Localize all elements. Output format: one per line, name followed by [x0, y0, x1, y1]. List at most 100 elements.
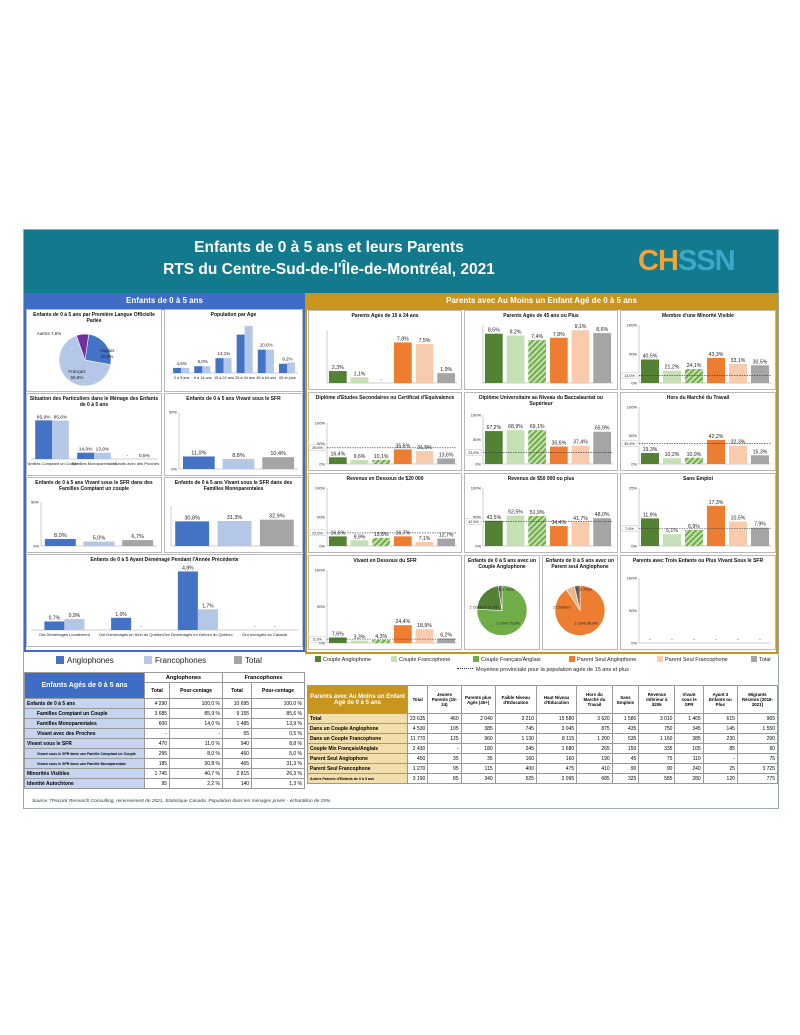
table-cell: Parent Seul Francophone: [307, 763, 408, 774]
y-tick-label: 100%: [315, 486, 326, 491]
data-label: 30,5%: [753, 359, 768, 365]
data-label: 0,9%: [69, 613, 81, 619]
table-cell: -: [143, 728, 171, 739]
chart-title: Enfants de 0 à 5 Ayant Déménagé Pendant …: [90, 557, 239, 563]
pie-value-francais: 66,8%: [71, 375, 84, 380]
table-cell: Vivant sous le SFR dans une Famille Mono…: [24, 758, 145, 769]
bar: [728, 521, 748, 546]
data-label: -: [140, 624, 142, 630]
column-header: Haut Niveau d'Education: [535, 685, 578, 714]
table-cell: 3 210: [494, 713, 537, 724]
avg-label: 23,5%: [468, 451, 479, 455]
bar: [706, 439, 726, 464]
table-cell: 31,3 %: [251, 758, 305, 769]
bar: [571, 445, 590, 464]
table-row: Familles Monoparentales 600 14,0 % 1 485 13,…: [24, 718, 305, 729]
bar: [437, 458, 456, 464]
bar: [194, 366, 203, 373]
table-cell: 470: [143, 738, 171, 749]
logo-ssn: SSN: [677, 245, 736, 277]
table-cell: 1 270: [406, 763, 429, 774]
table-cell: Dans un Couple Anglophone: [307, 723, 408, 734]
table-cell: 110: [674, 753, 704, 764]
left-band: Enfants de 0 à 5 ans: [24, 293, 305, 308]
right-band: Parents avec Au Moins un Enfant Agé de 0…: [305, 293, 778, 308]
y-tick-label: 25%: [629, 486, 637, 491]
table-cell: Familles Comptant un Couple: [24, 708, 145, 719]
chart-title: Parents Agés de 45 ans ou Plus: [503, 313, 579, 319]
y-tick-label: 0%: [475, 462, 481, 467]
table-cell: 75: [638, 753, 676, 764]
table-cell: 230: [702, 733, 738, 744]
legend-swatch: [391, 656, 397, 662]
bar: [286, 362, 296, 373]
table-cell: 180: [460, 743, 496, 754]
column-header: Ayant 3 Enfants ou Plus: [702, 685, 738, 714]
avg-label: 39,6%: [312, 446, 323, 450]
data-label: 1,9%: [440, 367, 452, 373]
bar: [182, 456, 215, 469]
column-header: Pour-centage: [169, 682, 223, 699]
table-cell: 125: [427, 733, 462, 744]
bar: [506, 430, 525, 464]
data-label: 9,1%: [575, 324, 587, 330]
table-cell: 85,6 %: [251, 708, 305, 719]
data-label: 7,5%: [419, 338, 431, 344]
avg-box: [621, 525, 638, 532]
table-cell: 745: [494, 723, 537, 734]
table-cell: 9 155: [221, 708, 253, 719]
table-cell: 150: [611, 743, 640, 754]
bar: [122, 540, 154, 546]
bar: [173, 367, 182, 373]
y-tick-label: 100%: [471, 486, 482, 491]
bar: [35, 420, 52, 459]
bar: [506, 515, 525, 546]
table-cell: Couple Mix Français/Anglais: [307, 743, 408, 754]
data-label: 19,3%: [643, 447, 658, 453]
y-tick-label: 0%: [631, 544, 637, 549]
bar: [111, 617, 132, 630]
table-cell: 475: [535, 763, 578, 774]
data-label: -: [693, 637, 695, 643]
data-label: -: [380, 377, 382, 383]
table-cell: -: [702, 753, 738, 764]
bar: [328, 637, 347, 643]
pie-label: 2 Children: [553, 606, 570, 610]
bar: [571, 521, 590, 546]
legend-swatch: [144, 656, 152, 664]
legend-label: Couple Francophone: [399, 657, 451, 663]
avg-note-text: Moyenne provinciale pour la population a…: [476, 667, 629, 673]
data-label: 13,6%: [439, 452, 454, 458]
data-label: 1,7%: [202, 603, 214, 609]
table-row: Autres Parents d'Enfants de 0 à 5 ans 3 1…: [307, 773, 779, 784]
legend-label: Total: [759, 657, 771, 663]
avg-label: 35,9%: [624, 442, 635, 446]
panel-p45: Parents Agés de 45 ans ou Plus 8,5% 8,2% 7,…: [464, 310, 618, 390]
table-cell: 115: [460, 763, 496, 774]
table-cell: 8,8 %: [251, 738, 305, 749]
bar: [64, 619, 85, 630]
group-header: Francophones: [222, 672, 305, 683]
data-label: 8,6%: [596, 327, 608, 333]
table-cell: 4 290: [143, 698, 171, 709]
avg-label: 5,3%: [313, 638, 322, 642]
table-cell: 100,0 %: [169, 698, 223, 709]
table-row: Vivant avec des Proches - -55 0,5 %: [24, 728, 305, 739]
bar: [437, 373, 456, 383]
bar: [94, 452, 111, 459]
y-tick-label: 100%: [627, 323, 638, 328]
bar: [593, 333, 612, 383]
avg-label: 13,0%: [624, 374, 635, 378]
x-tick-label: 6 à 14 ans: [194, 376, 212, 380]
chart-svg: 100% 50% 0% 7,6% 3,3% 4,3% 24,4% 18,9% 6,2% 5,3%: [309, 568, 457, 646]
page-subtitle: RTS du Centre-Sud-de-l'Île-de-Montréal, …: [163, 261, 495, 278]
data-label: 21,2%: [665, 365, 680, 371]
column-header: Hors du Marché du Travail: [576, 685, 613, 714]
bar: [750, 365, 770, 383]
column-header: Total: [406, 685, 429, 714]
table-cell: 35: [427, 753, 462, 764]
table-row: Dans un Couple Francophone 11 770 125 960 1 …: [307, 733, 779, 744]
table-cell: Vivant sous le SFR: [24, 738, 145, 749]
table-cell: 3 725: [736, 763, 779, 774]
panel-minorite: Membre d'une Minorité Visible 100% 50% 0% 40…: [620, 310, 776, 390]
